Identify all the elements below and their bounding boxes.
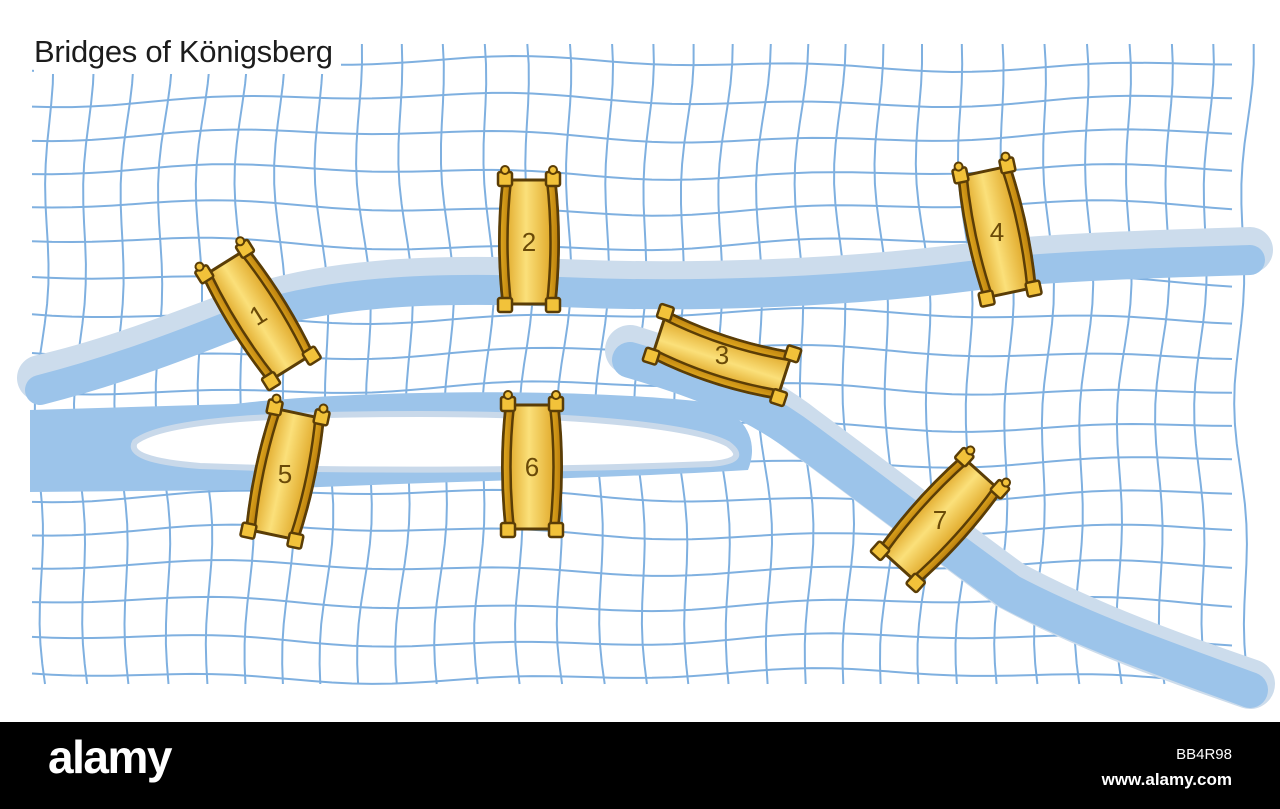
- street-line: [394, 43, 414, 685]
- site-url: www.alamy.com: [1101, 770, 1232, 789]
- bridge-4: 4: [949, 149, 1044, 309]
- bridge-2: 2: [496, 164, 562, 314]
- street-line: [1115, 43, 1133, 685]
- bridge-5: 5: [238, 391, 333, 551]
- street-line: [593, 43, 615, 685]
- street-line: [31, 488, 1233, 504]
- street-line: [833, 43, 856, 685]
- street-line: [31, 91, 1233, 109]
- street-line: [313, 43, 335, 685]
- bridge-1: 1: [189, 232, 323, 393]
- street-line: [31, 163, 1233, 181]
- street-line: [31, 523, 1233, 541]
- bridge-6: 6: [499, 389, 565, 539]
- street-line: [1233, 44, 1255, 685]
- watermark-footer: alamy BB4R98 www.alamy.com: [0, 722, 1280, 809]
- bridge-4-label: 4: [990, 217, 1004, 247]
- image-id: BB4R98: [1176, 746, 1232, 763]
- street-line: [31, 667, 1233, 685]
- street-line: [473, 43, 495, 685]
- bridge-6-label: 6: [525, 452, 539, 482]
- bridge-7-label: 7: [933, 505, 947, 535]
- bridge-3-label: 3: [715, 340, 729, 370]
- street-line: [1154, 43, 1174, 685]
- street-line: [793, 43, 815, 685]
- bridge-2-label: 2: [522, 227, 536, 257]
- street-line: [1193, 43, 1215, 685]
- street-line: [1073, 43, 1095, 685]
- watermark-logo: alamy: [48, 731, 172, 783]
- bridge-7: 7: [868, 441, 1016, 595]
- street-line: [873, 43, 895, 685]
- street-line: [514, 43, 535, 685]
- street-line: [555, 43, 573, 685]
- street-line: [31, 632, 1233, 648]
- street-line: [433, 43, 455, 685]
- bridge-5-label: 5: [278, 459, 292, 489]
- map-figure: 1 2 3 4 5 6 7: [17, 34, 1275, 709]
- river: [25, 245, 1268, 708]
- street-line: [31, 128, 1233, 144]
- map-illustration: 1 2 3 4 5 6 7: [17, 43, 1275, 709]
- street-line: [31, 199, 1233, 217]
- street-line: [233, 43, 255, 685]
- street-line: [194, 43, 214, 685]
- bridge-3: 3: [640, 302, 804, 408]
- street-line: [355, 43, 373, 685]
- street-line: [31, 380, 1233, 396]
- kneiphof-island: [130, 410, 740, 473]
- diagram-title: Bridges of Königsberg: [34, 34, 341, 74]
- street-line: [31, 559, 1233, 577]
